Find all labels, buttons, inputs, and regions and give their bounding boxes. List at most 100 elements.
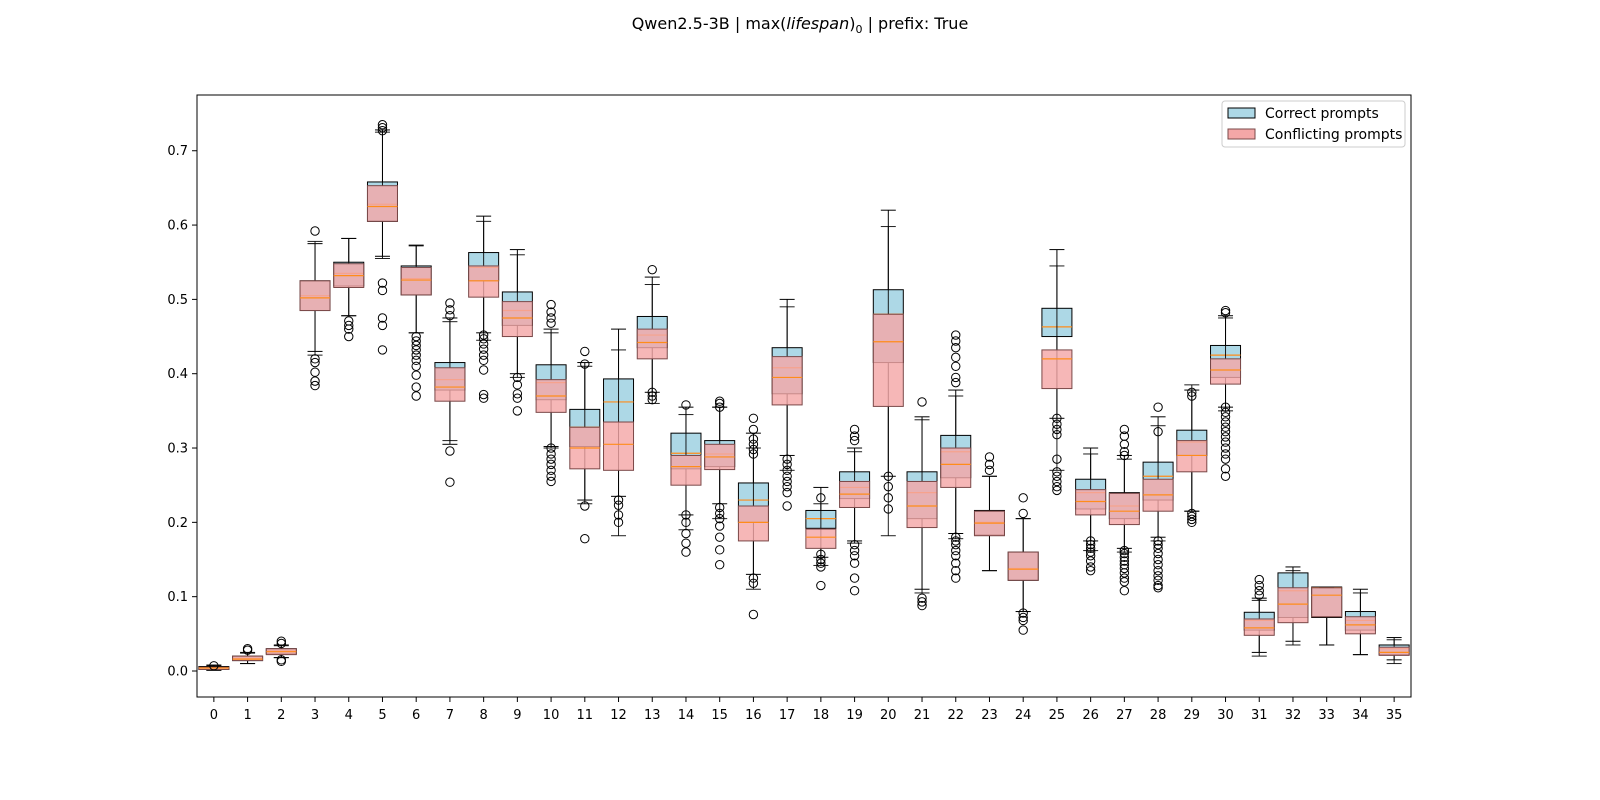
box-conflicting-22 <box>940 395 972 540</box>
outlier-point <box>1119 573 1130 583</box>
box-conflicting-33 <box>1311 587 1343 646</box>
outlier-point <box>951 372 961 383</box>
x-tick-label: 25 <box>1049 708 1066 723</box>
outlier-point <box>1119 447 1130 457</box>
outlier-point <box>1187 391 1197 401</box>
outlier-point <box>377 285 388 296</box>
outlier-point <box>546 449 556 459</box>
outlier-point <box>276 638 287 649</box>
outlier-point <box>546 465 556 476</box>
y-tick-label: 0.2 <box>167 516 188 531</box>
outlier-point <box>1220 464 1231 474</box>
outlier-point <box>714 398 725 409</box>
box-body <box>1108 492 1140 526</box>
x-tick-label: 15 <box>711 708 728 723</box>
outlier-point <box>310 380 320 391</box>
outlier-point <box>1153 402 1163 412</box>
x-tick-label: 6 <box>412 708 420 723</box>
outlier-point <box>816 562 826 572</box>
axis-layer: 0.00.10.20.30.40.50.60.70 1 2 3 4 5 6 7 8 9 10 11 12… <box>167 144 1402 723</box>
outlier-point <box>1018 508 1028 519</box>
box-conflicting-31 <box>1243 599 1275 657</box>
legend-swatch-correct <box>1227 107 1256 119</box>
outlier-point <box>782 459 792 470</box>
y-tick-label: 0.5 <box>167 293 188 308</box>
box-conflicting-27 <box>1108 458 1140 553</box>
outlier-point <box>1220 454 1231 464</box>
outlier-point <box>816 554 826 565</box>
outlier-point <box>310 376 320 386</box>
x-tick-label: 28 <box>1150 708 1167 723</box>
outlier-point <box>478 393 489 403</box>
outlier-point <box>951 565 961 576</box>
outlier-point <box>1220 407 1231 418</box>
x-tick-label: 2 <box>277 708 285 723</box>
outlier-point <box>1085 536 1096 546</box>
outlier-point <box>310 226 320 236</box>
box-body <box>400 266 432 296</box>
outlier-point <box>512 406 523 416</box>
box-body <box>603 421 635 471</box>
outlier-point <box>445 298 455 308</box>
outlier-point <box>681 400 691 410</box>
x-tick-label: 31 <box>1251 708 1268 723</box>
box-conflicting-21 <box>906 419 938 594</box>
outlier-point <box>1052 454 1062 464</box>
outlier-point <box>1220 432 1231 442</box>
outlier-point <box>377 120 388 130</box>
box-conflicting-7 <box>434 321 466 442</box>
outlier-point <box>344 320 354 331</box>
outlier-point <box>849 431 860 441</box>
outlier-point <box>714 502 725 513</box>
outlier-point <box>951 536 961 546</box>
x-tick-label: 30 <box>1217 708 1234 723</box>
x-tick-label: 23 <box>981 708 998 723</box>
outlier-point <box>411 340 421 351</box>
box-body <box>468 265 500 298</box>
box-conflicting-14 <box>670 414 702 531</box>
box-body <box>366 185 398 222</box>
x-tick-label: 7 <box>446 708 454 723</box>
y-tick-label: 0.4 <box>167 367 188 382</box>
outlier-point <box>1018 493 1028 503</box>
outlier-point <box>951 558 961 568</box>
box-body <box>737 505 769 542</box>
outlier-point <box>951 573 961 583</box>
box-conflicting-12 <box>603 349 635 537</box>
outlier-point <box>1085 543 1096 554</box>
outlier-point <box>1085 551 1096 561</box>
outliers <box>209 120 1264 671</box>
legend: Correct prompts Conflicting prompts <box>1221 100 1406 148</box>
outlier-point <box>411 345 421 355</box>
outlier-point <box>1187 517 1197 528</box>
outlier-point <box>1220 471 1231 481</box>
outlier-point <box>849 435 860 446</box>
outlier-point <box>344 324 354 334</box>
outlier-point <box>883 481 894 492</box>
box-conflicting-34 <box>1344 592 1376 656</box>
outlier-point <box>951 330 961 340</box>
outlier-point <box>512 380 523 390</box>
outlier-point <box>714 532 725 542</box>
outlier-point <box>478 330 489 340</box>
outlier-point <box>580 359 590 369</box>
outlier-point <box>580 346 590 357</box>
outlier-point <box>917 593 927 603</box>
y-tick-label: 0.1 <box>167 590 188 605</box>
outlier-point <box>748 434 759 444</box>
box-conflicting-19 <box>839 451 871 544</box>
outlier-point <box>849 545 860 556</box>
outlier-point <box>951 352 961 363</box>
outlier-point <box>951 342 961 353</box>
x-tick-label: 26 <box>1082 708 1099 723</box>
outlier-point <box>1085 562 1096 572</box>
y-tick-label: 0.6 <box>167 219 188 234</box>
outlier-point <box>816 580 826 591</box>
outlier-point <box>1254 586 1264 596</box>
outlier-point <box>1018 615 1028 626</box>
outlier-point <box>748 413 759 423</box>
outlier-point <box>1018 625 1028 635</box>
outlier-point <box>1153 565 1163 576</box>
outlier-point <box>917 600 927 611</box>
